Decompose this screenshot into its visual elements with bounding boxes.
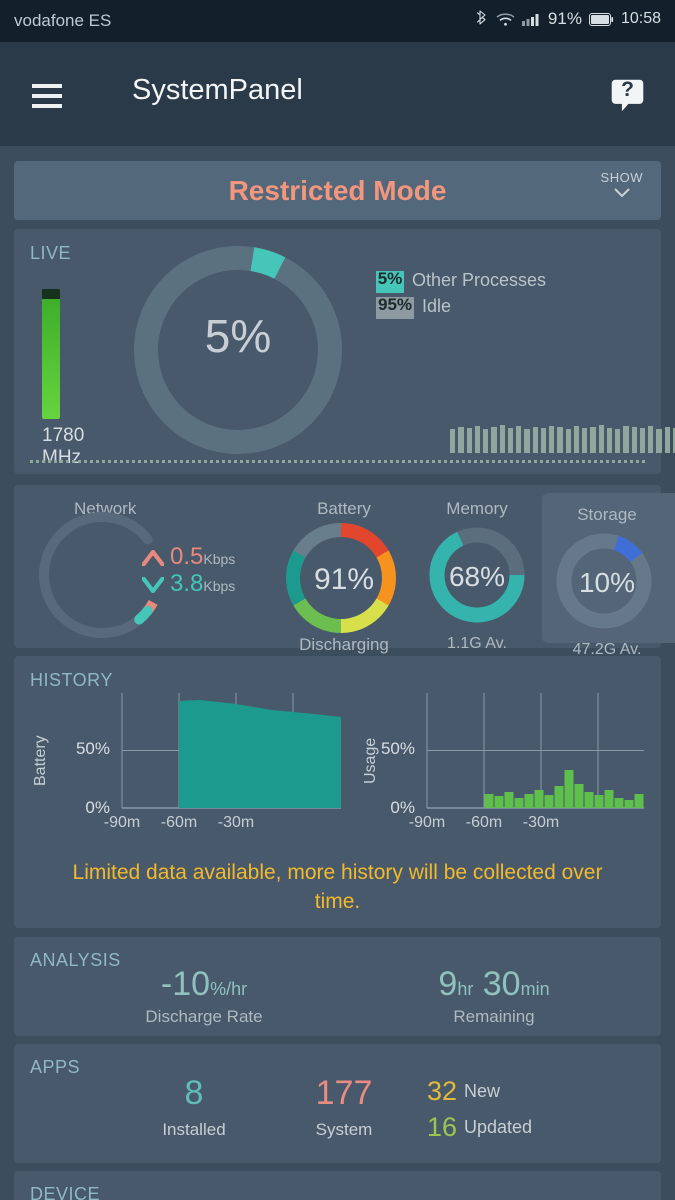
svg-text:-90m: -90m: [104, 814, 140, 831]
svg-text:50%: 50%: [381, 739, 415, 758]
svg-text:-30m: -30m: [218, 814, 254, 831]
svg-text:50%: 50%: [76, 739, 110, 758]
svg-text:-60m: -60m: [466, 814, 502, 831]
svg-text:-90m: -90m: [409, 814, 445, 831]
svg-text:-60m: -60m: [161, 814, 197, 831]
svg-text:-30m: -30m: [523, 814, 559, 831]
